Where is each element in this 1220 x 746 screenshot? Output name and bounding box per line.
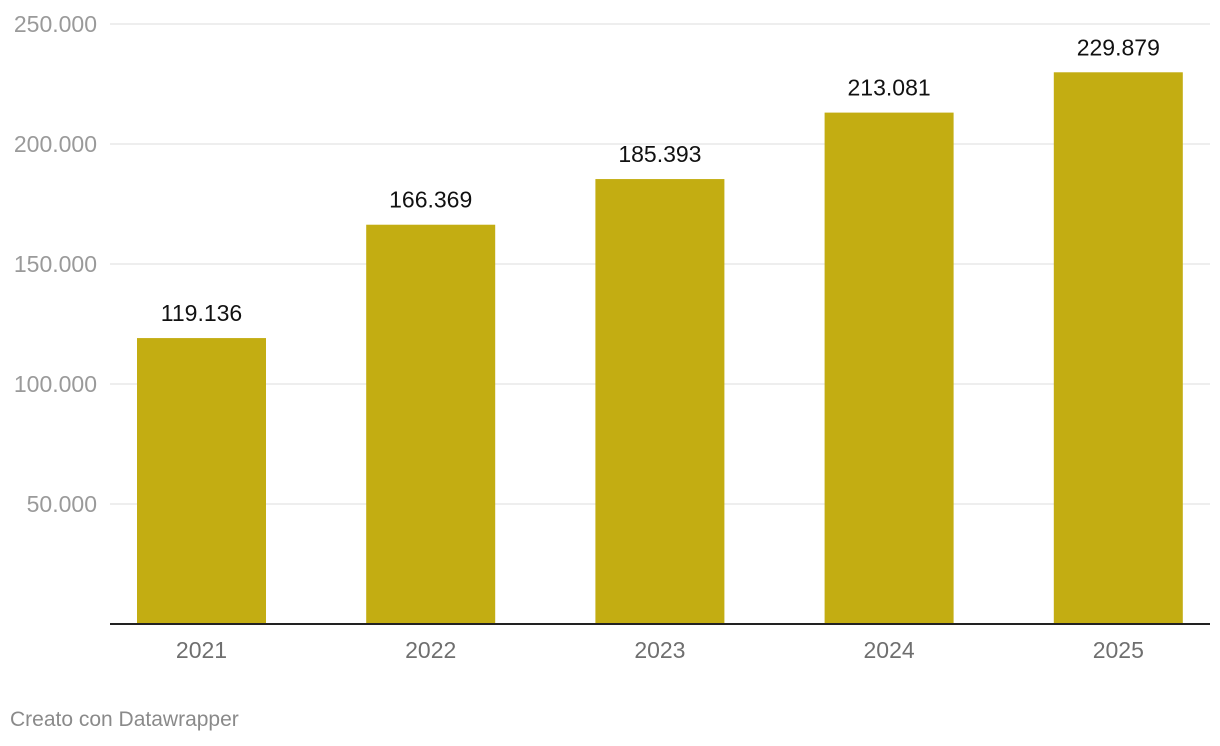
x-tick-label-2024: 2024 [864, 637, 915, 663]
value-label-2025: 229.879 [1077, 34, 1160, 60]
y-tick-label: 150.000 [14, 251, 97, 277]
bar-2024 [824, 112, 954, 625]
bars [137, 72, 1183, 625]
y-tick-label: 200.000 [14, 131, 97, 157]
bar-2023 [595, 179, 725, 624]
x-tick-label-2022: 2022 [405, 637, 456, 663]
x-tick-label-2025: 2025 [1093, 637, 1144, 663]
bar-2022 [366, 224, 496, 624]
y-tick-label: 100.000 [14, 371, 97, 397]
x-tick-label-2021: 2021 [176, 637, 227, 663]
labels: 50.000 100.000 150.000 200.000 250.000 119.13… [14, 11, 1160, 663]
x-tick-label-2023: 2023 [634, 637, 685, 663]
chart-canvas: 50.000 100.000 150.000 200.000 250.000 119.13… [14, 11, 1210, 663]
bar-chart: 50.000 100.000 150.000 200.000 250.000 119.13… [14, 11, 1210, 663]
bar-2025 [1053, 72, 1183, 624]
bar-2021 [137, 338, 266, 624]
credit-text: Creato con Datawrapper [10, 708, 239, 731]
value-label-2022: 166.369 [389, 187, 472, 213]
y-tick-label: 250.000 [14, 11, 97, 37]
y-tick-label: 50.000 [27, 491, 97, 517]
value-label-2023: 185.393 [618, 141, 701, 167]
value-label-2021: 119.136 [161, 300, 242, 326]
value-label-2024: 213.081 [848, 75, 931, 101]
